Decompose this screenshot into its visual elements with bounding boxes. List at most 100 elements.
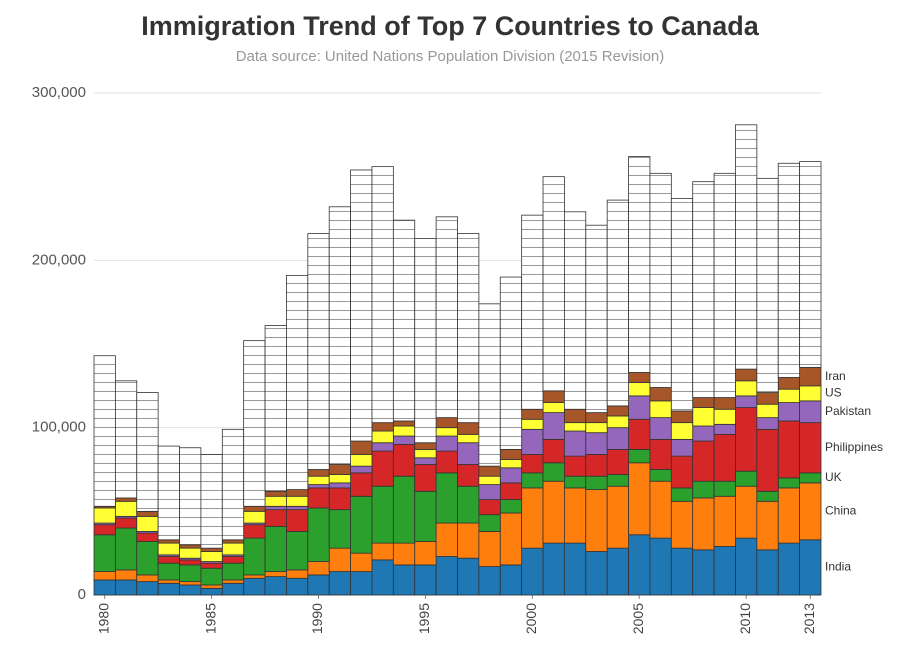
bar-segment (350, 472, 373, 497)
bar-segment (307, 469, 330, 477)
bar-segment (735, 407, 758, 472)
bar-segment (114, 380, 138, 499)
bar-segment (350, 465, 373, 474)
bar-segment (628, 395, 651, 420)
bar-segment (521, 408, 544, 420)
bar-segment (542, 402, 565, 414)
bar-segment (286, 531, 309, 571)
bar-segment (200, 547, 223, 552)
bar-segment (200, 587, 223, 596)
bar-segment (93, 534, 116, 572)
bar-segment (777, 542, 801, 596)
bar-segment (286, 274, 309, 490)
bar-segment (328, 571, 351, 596)
bar-segment (457, 485, 480, 524)
bar-segment (521, 472, 544, 489)
bar-segment (221, 542, 245, 556)
bar-segment (371, 542, 394, 561)
bar-segment (328, 464, 351, 475)
bar-segment (328, 509, 351, 549)
x-tick-label: 2000 (523, 603, 539, 634)
bar-segment (499, 499, 523, 514)
bar-segment (670, 455, 694, 489)
x-tick-label: 2005 (630, 603, 646, 634)
bar-segment (307, 574, 330, 596)
bar-segment (735, 537, 758, 596)
bar-segment (136, 510, 159, 517)
bar-segment (457, 464, 480, 487)
bar-segment (670, 422, 694, 440)
bar-segment (799, 472, 822, 484)
bar-segment (435, 216, 458, 419)
bar-segment (756, 500, 779, 551)
bar-segment (521, 418, 544, 430)
bar-segment (371, 485, 394, 544)
bar-segment (350, 454, 373, 467)
bar-segment (564, 542, 587, 596)
bar-segment (735, 485, 758, 539)
bar-segment (692, 480, 715, 499)
x-tick-label: 1985 (202, 603, 218, 634)
bar-segment (350, 571, 373, 596)
bar-segment (542, 412, 565, 440)
bar-segment (392, 475, 416, 544)
bar-segment (735, 395, 758, 408)
bar-segment (179, 547, 202, 559)
bar-segment (521, 454, 544, 474)
bar-segment (286, 569, 309, 579)
bar-segment (670, 547, 694, 596)
bar-segment (521, 428, 544, 455)
bar-segment (371, 422, 394, 432)
bar-segment (542, 480, 565, 544)
bar-segment (457, 442, 480, 465)
bar-segment (457, 233, 480, 424)
bar-segment (264, 525, 287, 572)
x-tick-label: 1995 (416, 603, 432, 634)
bar-segment (713, 433, 736, 482)
bar-segment (628, 372, 651, 383)
bar-segment (585, 489, 608, 552)
bar-segment (328, 482, 351, 489)
bar-segment (307, 487, 330, 509)
bar-segment (713, 495, 736, 547)
series-label: China (825, 504, 857, 518)
bar-segment (307, 484, 330, 489)
bar-segment (414, 541, 437, 566)
bar-segment (243, 510, 266, 524)
bar-segment (286, 495, 309, 507)
bar-segment (649, 480, 672, 539)
bar-segment (179, 564, 202, 583)
bar-segment (670, 438, 694, 457)
bar-segment (628, 534, 651, 596)
bar-segment (649, 469, 672, 482)
bar-segment (286, 577, 309, 596)
bar-segment (392, 435, 416, 445)
bar-segment (264, 509, 287, 527)
bar-segment (136, 532, 159, 542)
bar-segment (756, 392, 779, 405)
series-label: UK (825, 470, 842, 484)
bar-segment (157, 556, 180, 564)
bar-segment (542, 462, 565, 482)
bar-segment (713, 423, 736, 435)
bar-segment (478, 303, 501, 467)
bar-segment (392, 542, 416, 566)
bar-segment (307, 507, 330, 562)
bar-segment (179, 544, 202, 549)
bar-segment (735, 470, 758, 487)
bar-segment (435, 435, 458, 452)
bar-segment (435, 522, 458, 557)
bar-segment (243, 340, 266, 507)
bar-segment (157, 445, 180, 541)
bar-segment (564, 430, 587, 457)
bar-segment (692, 549, 715, 596)
bar-segment (157, 539, 180, 544)
bar-segment (414, 564, 437, 596)
bar-segment (713, 546, 736, 596)
bar-segment (414, 464, 437, 492)
bar-segment (221, 582, 245, 596)
bar-segment (350, 169, 373, 442)
bar-segment (799, 367, 822, 387)
bar-segment (735, 124, 758, 370)
bar-segment (670, 410, 694, 424)
